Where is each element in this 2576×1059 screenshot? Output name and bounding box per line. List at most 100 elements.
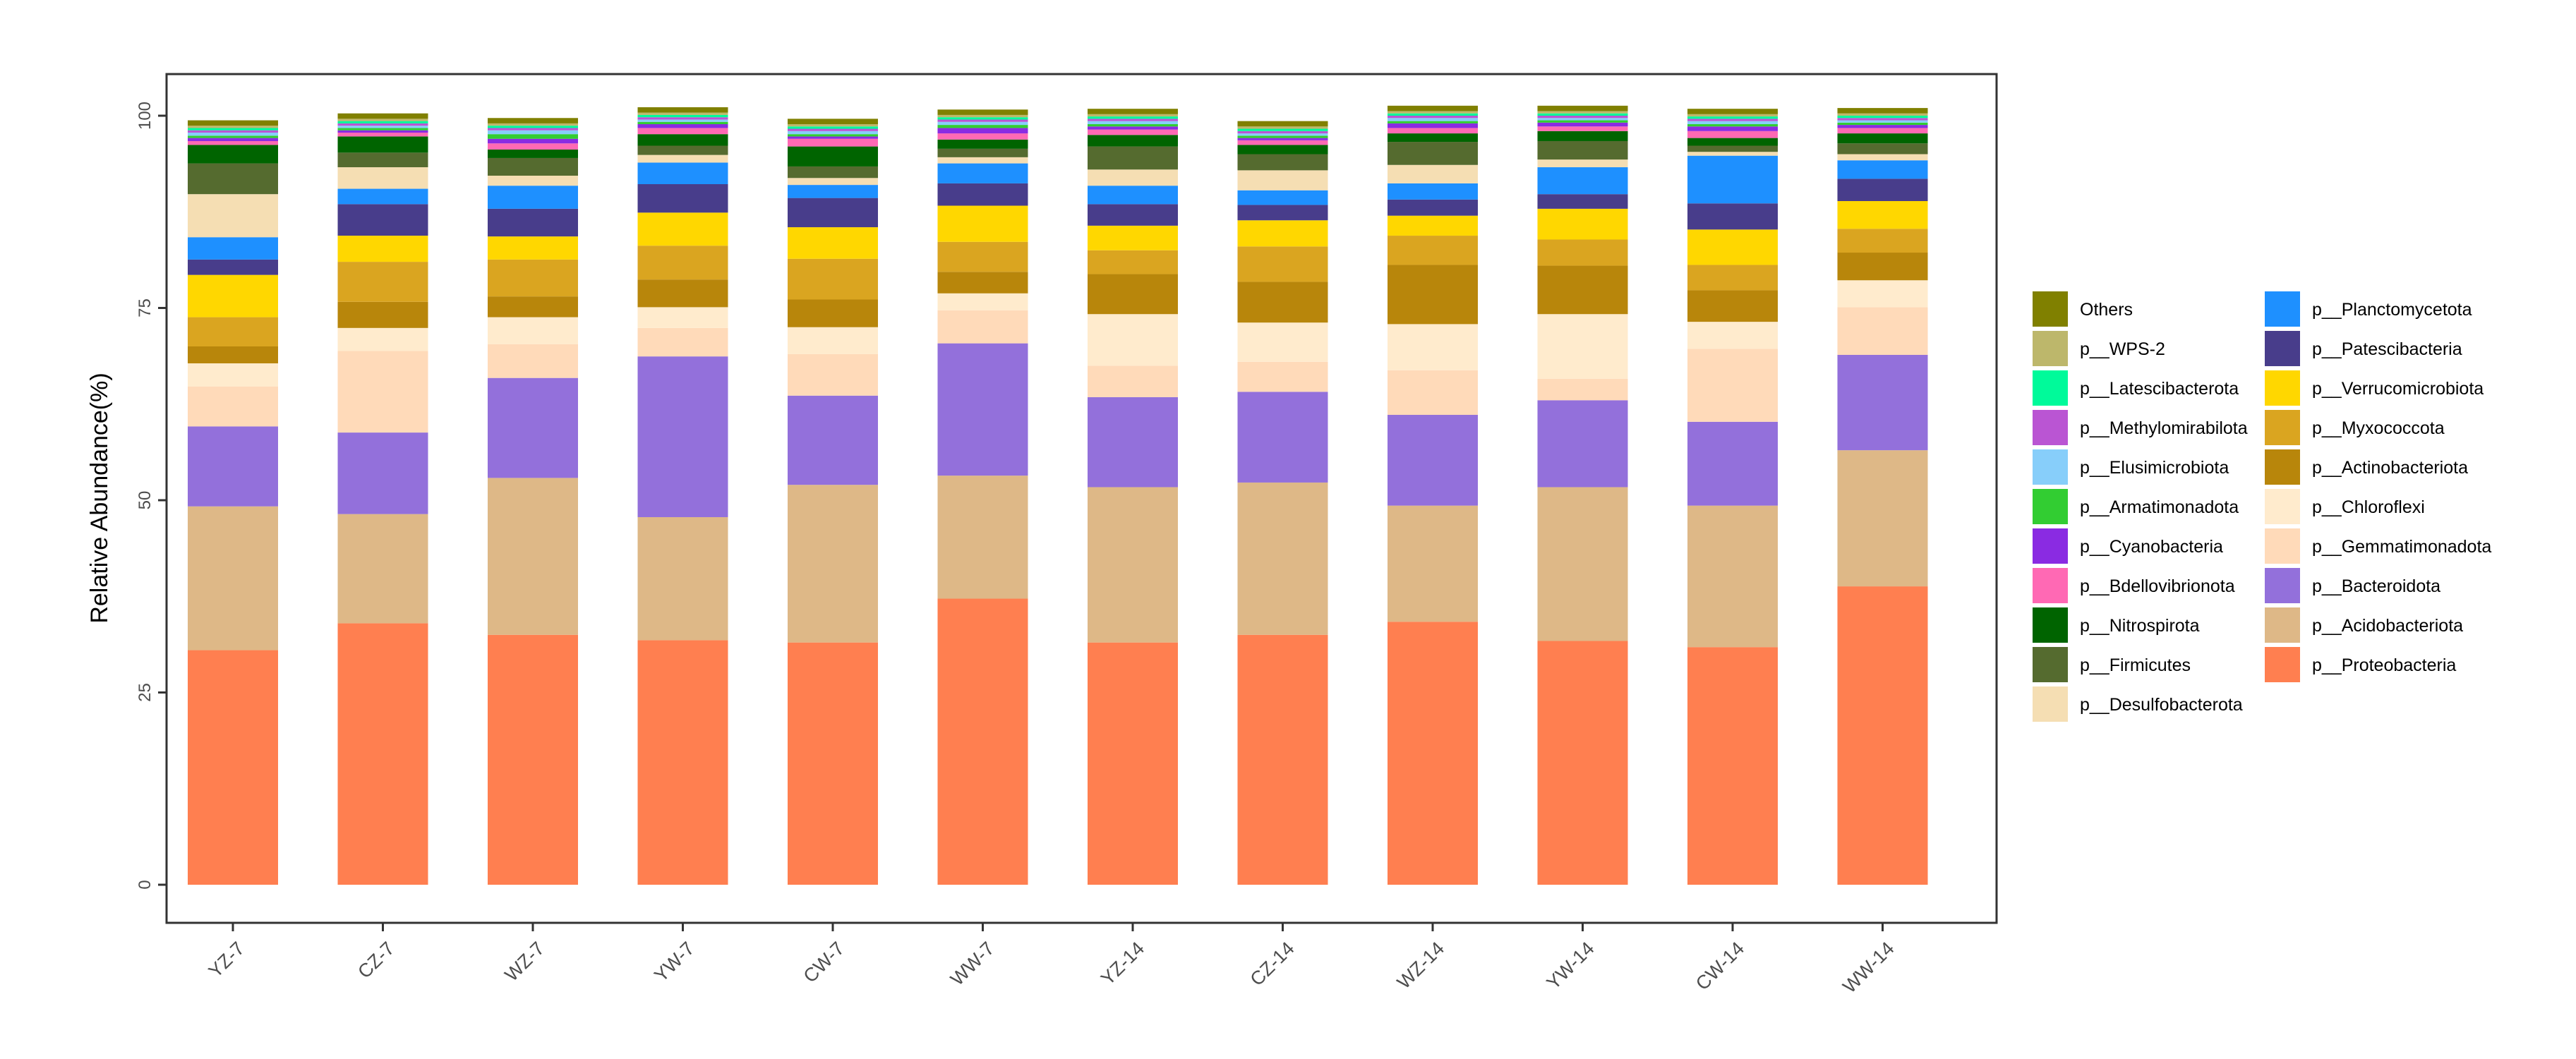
bar-segment <box>1837 108 1928 114</box>
x-tick-label: CW-14 <box>1692 938 1748 994</box>
bar-segment <box>937 114 1028 118</box>
bar-segment <box>188 135 278 138</box>
bar-segment <box>1088 121 1178 124</box>
legend-label: p__Armatimonadota <box>2080 497 2239 517</box>
bar-segment <box>1388 199 1478 216</box>
bar-segment <box>1237 140 1328 145</box>
y-axis-label: Relative Abundance(%) <box>86 373 113 623</box>
bar-segment <box>788 227 878 259</box>
bar-segment <box>188 259 278 275</box>
bar-segment <box>488 126 578 128</box>
bar-stack-CW-7 <box>788 119 878 885</box>
bar-segment <box>1687 152 1778 156</box>
legend-swatch <box>2033 370 2068 406</box>
bar-segment <box>188 126 278 128</box>
bar-segment <box>788 146 878 167</box>
x-tick-label: YZ-14 <box>1097 938 1148 989</box>
bar-segment <box>1237 170 1328 190</box>
bar-segment <box>1537 208 1628 240</box>
legend-label: p__Actinobacteriota <box>2312 458 2468 478</box>
legend-swatch <box>2033 686 2068 722</box>
bar-segment <box>937 125 1028 128</box>
bar-segment <box>1537 140 1628 160</box>
x-tick-label: WW-7 <box>946 938 999 990</box>
y-tick-label: 25 <box>136 683 155 702</box>
legend-item: p__Gemmatimonadota <box>2265 528 2491 564</box>
legend-label: p__Nitrospirota <box>2080 616 2200 636</box>
bar-segment <box>1088 314 1178 366</box>
bar-segment <box>337 136 428 153</box>
bar-segment <box>637 516 728 641</box>
legend-label: p__Patescibacteria <box>2312 339 2462 359</box>
bar-segment <box>1687 116 1778 119</box>
bar-segment <box>1237 392 1328 483</box>
bar-segment <box>1388 118 1478 121</box>
bar-segment <box>488 138 578 144</box>
legend-label: p__Proteobacteria <box>2312 655 2456 675</box>
bar-segment <box>488 478 578 635</box>
bar-segment <box>488 118 578 123</box>
legend-label: p__Chloroflexi <box>2312 497 2425 517</box>
bar-segment <box>937 128 1028 134</box>
bar-segment <box>1537 116 1628 119</box>
bar-segment <box>337 236 428 262</box>
bar-segment <box>337 152 428 168</box>
bar-segment <box>1537 167 1628 195</box>
legend-label: p__WPS-2 <box>2080 339 2165 359</box>
bar-segment <box>188 506 278 650</box>
legend-swatch <box>2033 331 2068 366</box>
legend-swatch <box>2033 489 2068 524</box>
bar-segment <box>1687 114 1778 117</box>
bar-segment <box>1088 397 1178 488</box>
bar-segment <box>1388 370 1478 416</box>
bar-segment <box>488 236 578 260</box>
bar-segment <box>188 237 278 260</box>
bar-segment <box>488 296 578 317</box>
legend-item: p__Latescibacterota <box>2033 370 2239 406</box>
bar-segment <box>1837 229 1928 253</box>
x-tick-label: YZ-7 <box>205 938 249 982</box>
bar-segment <box>1088 116 1178 119</box>
x-tick-label: WZ-7 <box>500 938 548 986</box>
bar-segment <box>1687 145 1778 152</box>
bar-segment <box>1388 105 1478 111</box>
bar-segment <box>488 130 578 135</box>
bar-segment <box>637 162 728 185</box>
bar-segment <box>788 178 878 186</box>
bar-segment <box>637 114 728 118</box>
bar-segment <box>1537 113 1628 116</box>
bar-segment <box>337 188 428 205</box>
bar-segment <box>488 259 578 297</box>
bar-segment <box>1088 119 1178 121</box>
bar-segment <box>1687 203 1778 230</box>
bar-segment <box>1388 128 1478 134</box>
bar-stack-WW-14 <box>1837 108 1928 885</box>
bar-segment <box>1837 118 1928 121</box>
bar-stack-YZ-7 <box>188 120 278 885</box>
legend-label: p__Methylomirabilota <box>2080 418 2248 438</box>
bar-segment <box>337 132 428 137</box>
bar-segment <box>1088 114 1178 117</box>
legend-item: p__Firmicutes <box>2033 647 2191 682</box>
legend-label: p__Acidobacteriota <box>2312 616 2463 636</box>
legend-swatch <box>2033 291 2068 327</box>
bar-segment <box>1687 121 1778 124</box>
bar-segment <box>1687 265 1778 291</box>
legend-item: p__Proteobacteria <box>2265 647 2456 682</box>
legend-item: p__Myxococcota <box>2265 410 2445 445</box>
bar-segment <box>637 246 728 280</box>
bar-segment <box>1537 126 1628 131</box>
bar-segment <box>1088 642 1178 885</box>
y-tick-label: 0 <box>136 880 155 889</box>
bar-segment <box>1237 322 1328 362</box>
legend-label: p__Cyanobacteria <box>2080 537 2223 557</box>
bar-segment <box>1837 133 1928 144</box>
bar-segment <box>1837 586 1928 885</box>
bar-stack-CZ-7 <box>337 113 428 885</box>
bar-segment <box>1388 215 1478 236</box>
bar-segment <box>1687 131 1778 138</box>
legend-label: p__Elusimicrobiota <box>2080 458 2229 478</box>
bar-stack-CW-14 <box>1687 109 1778 885</box>
bar-segment <box>1537 314 1628 379</box>
